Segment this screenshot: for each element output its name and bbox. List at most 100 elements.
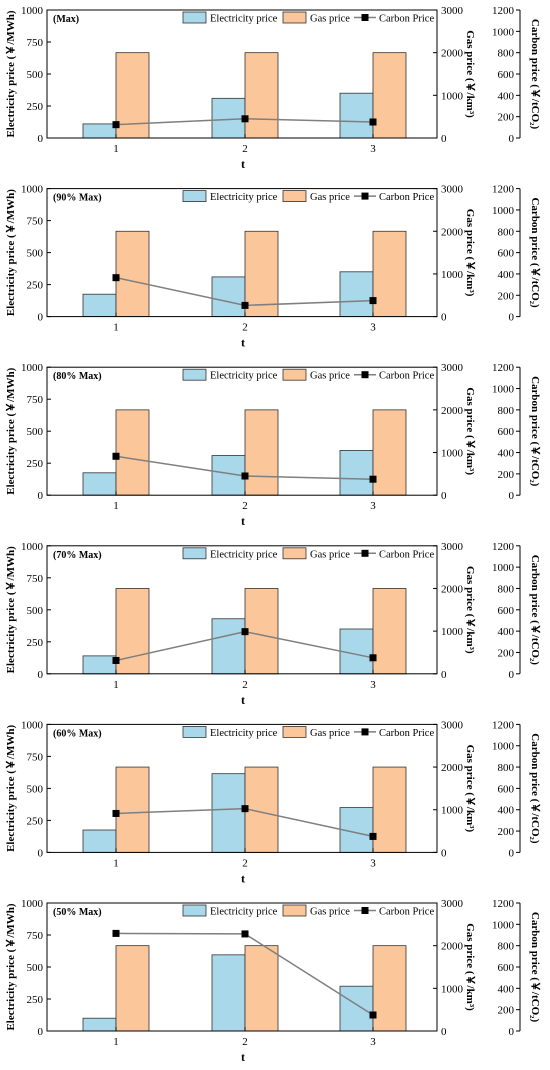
left-tick-label: 1000 bbox=[21, 362, 44, 374]
left-axis-title: Electricity price (￥/MWh) bbox=[5, 367, 17, 494]
carbon-axis-title: Carbon price (￥/tCO₂) bbox=[529, 197, 541, 308]
right-tick-label: 0 bbox=[441, 669, 447, 681]
left-tick-label: 250 bbox=[27, 994, 44, 1006]
left-tick-label: 500 bbox=[27, 783, 44, 795]
electricity-bar-2 bbox=[211, 618, 246, 675]
x-axis-label: t bbox=[241, 514, 245, 528]
right-tick-label: 1000 bbox=[441, 805, 464, 817]
electricity-bar-3 bbox=[339, 628, 374, 675]
right-tick-label: 1000 bbox=[441, 448, 464, 460]
carbon-tick-label: 800 bbox=[498, 226, 515, 238]
carbon-tick-label: 200 bbox=[498, 469, 515, 481]
x-tick-label: 2 bbox=[242, 500, 248, 512]
right-tick-label: 1000 bbox=[441, 90, 464, 102]
right-tick-label: 0 bbox=[441, 847, 447, 859]
x-axis-label: t bbox=[241, 1050, 245, 1064]
legend-electricity-swatch bbox=[182, 547, 207, 560]
legend: Electricity price Gas price Carbon Price bbox=[182, 368, 434, 382]
gas-bar-1 bbox=[115, 588, 150, 675]
electricity-bar-2 bbox=[211, 773, 246, 853]
right-tick-label: 0 bbox=[441, 312, 447, 324]
legend-gas-label: Gas price bbox=[310, 371, 350, 382]
chart-panel-2: 0 250 500 750 1000 0 1000 2000 3000 0 200 400 600 800… bbox=[5, 184, 541, 350]
panel-title: (Max) bbox=[53, 14, 79, 25]
x-tick-label: 1 bbox=[113, 500, 119, 512]
carbon-tick-label: 1000 bbox=[492, 384, 515, 396]
chart-panel-4: 0 250 500 750 1000 0 1000 2000 3000 0 200 400 600 800… bbox=[5, 541, 541, 707]
chart-panel-5: 0 250 500 750 1000 0 1000 2000 3000 0 200 400 600 800… bbox=[5, 719, 541, 885]
legend: Electricity price Gas price Carbon Price bbox=[182, 547, 434, 560]
legend-carbon-marker bbox=[361, 549, 369, 557]
carbon-axis-title: Carbon price (￥/tCO₂) bbox=[529, 555, 541, 666]
legend: Electricity price Gas price Carbon Price bbox=[182, 904, 434, 918]
carbon-axis-title: Carbon price (￥/tCO₂) bbox=[529, 376, 541, 487]
left-tick-label: 750 bbox=[27, 573, 44, 585]
carbon-axis-title: Carbon price (￥/tCO₂) bbox=[529, 19, 541, 130]
electricity-bar-2 bbox=[211, 954, 246, 1032]
x-tick-label: 2 bbox=[242, 143, 248, 155]
gas-bar-2 bbox=[244, 588, 279, 675]
left-tick-label: 750 bbox=[27, 216, 44, 228]
carbon-axis-title: Carbon price (￥/tCO₂) bbox=[529, 733, 541, 844]
gas-axis-title: Gas price (￥/km³) bbox=[464, 566, 476, 654]
carbon-tick-label: 200 bbox=[498, 647, 515, 659]
gas-bar-3 bbox=[372, 766, 407, 853]
x-tick-label: 3 bbox=[370, 143, 376, 155]
left-tick-label: 0 bbox=[38, 847, 44, 859]
gas-bar-1 bbox=[115, 409, 150, 496]
carbon-tick-label: 800 bbox=[498, 48, 515, 60]
left-tick-label: 500 bbox=[27, 69, 44, 81]
carbon-tick-label: 1200 bbox=[492, 541, 515, 553]
x-tick-label: 1 bbox=[113, 857, 119, 869]
legend-gas-label: Gas price bbox=[310, 14, 350, 25]
x-tick-label: 3 bbox=[370, 1036, 376, 1048]
right-tick-label: 3000 bbox=[441, 5, 464, 17]
right-tick-label: 0 bbox=[441, 133, 447, 145]
legend-gas-swatch bbox=[282, 547, 307, 560]
electricity-bar-1 bbox=[82, 293, 117, 318]
right-tick-label: 2000 bbox=[441, 941, 464, 953]
carbon-tick-label: 1000 bbox=[492, 26, 515, 38]
carbon-marker-2 bbox=[241, 115, 249, 123]
panel-title: (90% Max) bbox=[53, 193, 102, 204]
carbon-tick-label: 0 bbox=[509, 1026, 515, 1038]
legend-carbon-label: Carbon Price bbox=[379, 549, 434, 560]
x-tick-label: 2 bbox=[242, 322, 248, 334]
x-tick-label: 3 bbox=[370, 500, 376, 512]
x-tick-label: 1 bbox=[113, 679, 119, 691]
left-tick-label: 250 bbox=[27, 458, 44, 470]
right-tick-label: 0 bbox=[441, 1026, 447, 1038]
legend-gas-swatch bbox=[282, 190, 307, 203]
legend-gas-swatch bbox=[282, 904, 307, 917]
carbon-tick-label: 600 bbox=[498, 783, 515, 795]
panel-title: (60% Max) bbox=[53, 728, 102, 739]
right-tick-label: 1000 bbox=[441, 269, 464, 281]
carbon-tick-label: 0 bbox=[509, 847, 515, 859]
carbon-marker-1 bbox=[112, 274, 120, 282]
legend-gas-label: Gas price bbox=[310, 907, 350, 918]
right-tick-label: 3000 bbox=[441, 184, 464, 196]
left-tick-label: 750 bbox=[27, 37, 44, 49]
panel-title: (80% Max) bbox=[53, 371, 102, 382]
carbon-tick-label: 800 bbox=[498, 762, 515, 774]
left-tick-label: 250 bbox=[27, 815, 44, 827]
legend-gas-swatch bbox=[282, 726, 307, 738]
carbon-tick-label: 1200 bbox=[492, 184, 515, 196]
carbon-tick-label: 1200 bbox=[492, 5, 515, 17]
electricity-bar-2 bbox=[211, 276, 246, 318]
left-tick-label: 750 bbox=[27, 930, 44, 942]
left-tick-label: 1000 bbox=[21, 898, 44, 910]
legend-carbon-marker bbox=[361, 14, 369, 21]
left-tick-label: 1000 bbox=[21, 184, 44, 196]
right-tick-label: 2000 bbox=[441, 583, 464, 595]
left-tick-label: 0 bbox=[38, 312, 44, 324]
panel-title: (50% Max) bbox=[53, 907, 102, 918]
carbon-marker-2 bbox=[241, 472, 249, 480]
legend-electricity-swatch bbox=[182, 726, 207, 738]
carbon-tick-label: 400 bbox=[498, 626, 515, 638]
carbon-tick-label: 1200 bbox=[492, 719, 515, 731]
left-tick-label: 250 bbox=[27, 637, 44, 649]
carbon-marker-1 bbox=[112, 809, 120, 817]
right-tick-label: 2000 bbox=[441, 226, 464, 238]
